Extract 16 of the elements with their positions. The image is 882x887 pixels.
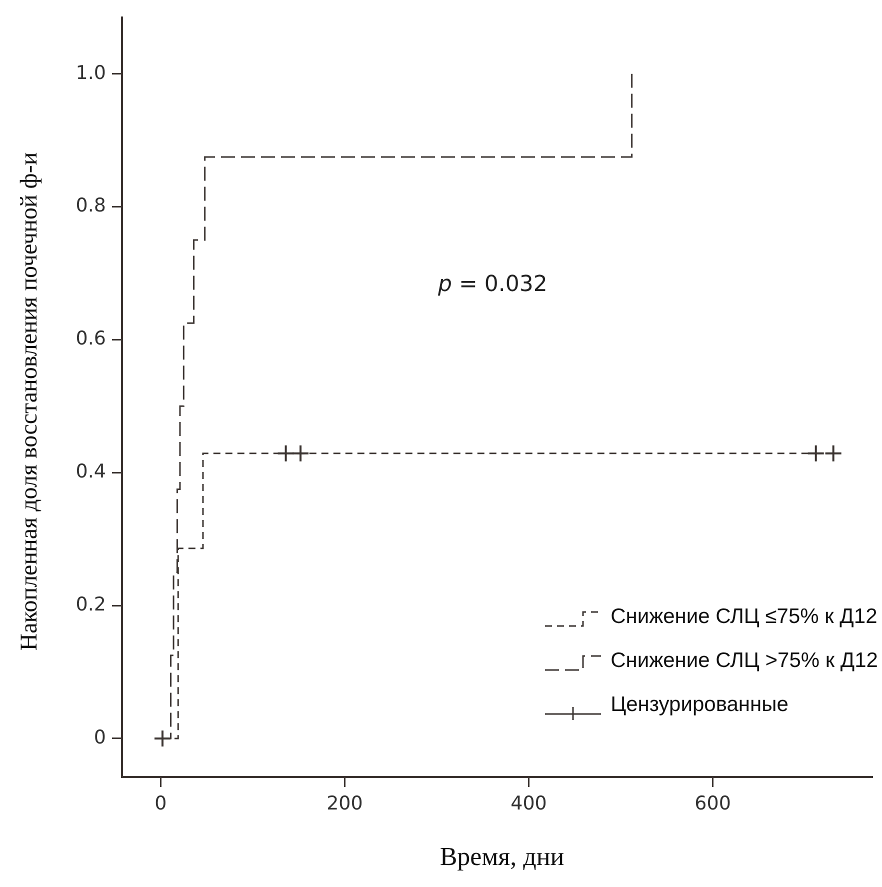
y-axis-title: Накопленная доля восстановления почечной ф-и [16,151,44,653]
y-tick-label: 0.4 [76,460,106,483]
legend-label: Снижение СЛЦ ≤75% к Д12 [610,605,878,629]
x-tick-label: 400 [510,792,547,814]
x-tick-label: 0 [154,792,167,814]
annotation: p = 0.032 [438,272,548,297]
y-tick-label: 1.0 [76,62,106,84]
legend-label: Снижение СЛЦ >75% к Д12 [610,649,878,673]
x-tick-label: 200 [326,792,363,814]
y-tick-label: 0 [94,726,106,748]
y-tick-label: 0.8 [76,194,106,217]
legend-label: Цензурированные [610,693,788,717]
y-tick-label: 0.6 [76,328,106,350]
x-axis-title: Время, дни [438,842,566,872]
y-tick-label: 0.2 [76,593,106,616]
x-tick-label: 600 [694,792,731,814]
